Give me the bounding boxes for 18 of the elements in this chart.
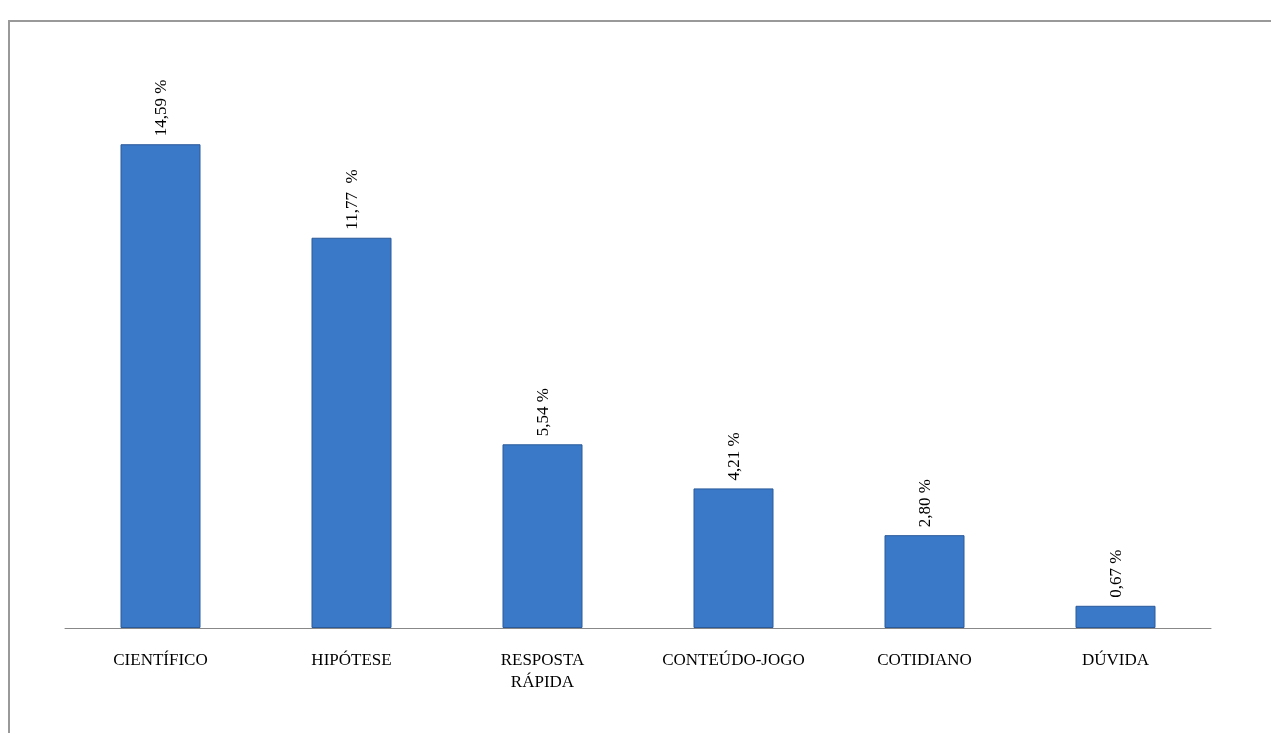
x-tick-label: RESPOSTA RÁPIDA (500, 649, 586, 691)
bar (693, 488, 774, 628)
data-label: 2,80 % (915, 478, 934, 528)
data-label: 4,21 % (724, 432, 743, 481)
bar (1075, 605, 1156, 628)
data-label: 11,77 % (342, 169, 361, 230)
x-tick-label: DÚVIDA (1081, 649, 1150, 669)
bar (502, 444, 583, 628)
bar (884, 535, 965, 628)
bar (311, 237, 392, 628)
x-tick-label: HIPÓTESE (311, 649, 392, 669)
data-label: 0,67 % (1106, 549, 1125, 598)
data-label: 14,59 % (151, 79, 170, 137)
x-tick-label: CONTEÚDO-JOGO (662, 649, 805, 669)
x-tick-label: COTIDIANO (877, 649, 972, 669)
x-tick-label: CIENTÍFICO (113, 649, 208, 669)
data-label: 5,54 % (533, 388, 552, 437)
bar (120, 144, 201, 628)
